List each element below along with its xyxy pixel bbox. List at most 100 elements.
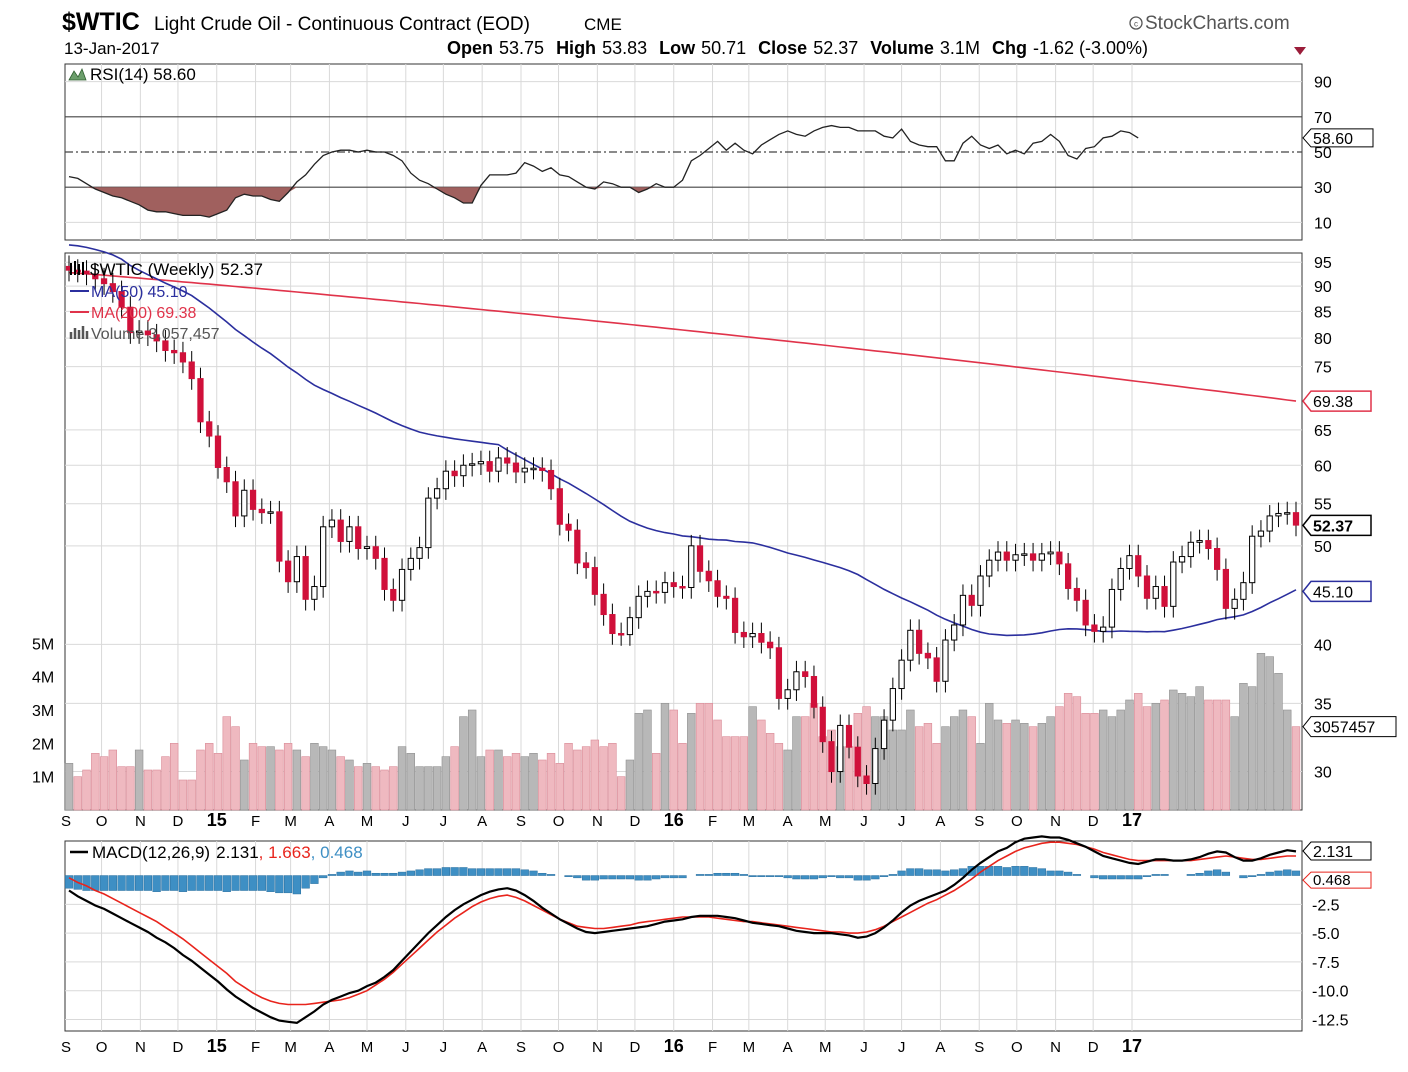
volume-bar [441, 756, 451, 811]
macd-legend-sep: , [259, 843, 268, 862]
volume-bar [923, 723, 933, 811]
ma200-badge [1302, 390, 1372, 412]
macd-histogram-bar [1011, 866, 1020, 876]
ma200-legend-value: 69.38 [156, 305, 196, 322]
macd-histogram-bar [660, 875, 670, 879]
x-axis-label-top: F [708, 813, 717, 830]
volume-bar [178, 779, 188, 811]
macd-line [68, 835, 1297, 1025]
volume-bar [1256, 653, 1266, 811]
volume-bar [1212, 699, 1222, 811]
volume-bar [1063, 693, 1073, 811]
x-axis-label-bottom: M [284, 1039, 297, 1056]
macd-tick-label: -5.0 [1312, 926, 1340, 943]
candle-body [802, 671, 809, 677]
volume-bar [792, 716, 801, 811]
candle-body [994, 551, 1002, 561]
candle-body [1056, 551, 1063, 565]
x-axis-label-bottom: S [61, 1039, 71, 1056]
macd-histogram-bar [82, 875, 91, 891]
close-label: Close [758, 38, 807, 58]
macd-histogram-bar [1291, 870, 1301, 876]
macd-legend-text: MACD(12,26,9) 2.131, 1.663, 0.468 [92, 843, 363, 862]
macd-histogram-bar [1063, 871, 1073, 876]
x-axis-label-top: A [477, 813, 487, 830]
volume-bar [318, 746, 328, 811]
macd-histogram-bar [669, 875, 678, 879]
volume-bar [1002, 723, 1011, 811]
macd-histogram-bar [1195, 872, 1204, 876]
x-axis-label-bottom: 16 [664, 1036, 684, 1056]
macd-legend-value: 2.131 [216, 843, 259, 862]
macd-histogram-bar [748, 875, 757, 877]
brand-name: StockCharts.com [1145, 13, 1290, 34]
candle-body [740, 631, 747, 638]
candle-body [162, 340, 169, 351]
candle-body [276, 511, 283, 562]
candle-body [214, 435, 222, 468]
candle-body [1047, 551, 1054, 555]
volume-bar [958, 709, 968, 811]
x-axis-label-top: F [251, 813, 260, 830]
macd-histogram-bar [766, 875, 775, 877]
price-tick-label: 90 [1314, 279, 1332, 296]
macd-histogram-bar [617, 875, 626, 880]
candle-body [556, 488, 563, 525]
candle-body [977, 575, 984, 606]
x-axis-label-bottom: J [860, 1039, 868, 1056]
volume-bar [1142, 706, 1152, 811]
macd-histogram-bar [1055, 870, 1064, 876]
x-axis-label-bottom: A [783, 1039, 793, 1056]
candle-body [916, 629, 923, 654]
volume-bar [397, 746, 407, 811]
macd-histogram-bar [503, 868, 512, 876]
candle-body [933, 657, 940, 682]
x-axis-label-bottom: O [1011, 1039, 1023, 1056]
quote-date: 13-Jan-2017 [64, 39, 159, 58]
volume-bar [590, 739, 600, 811]
candle-body [1003, 551, 1010, 561]
volume-bar [1020, 723, 1029, 811]
volume-bar [573, 749, 582, 811]
macd-histogram-bar [397, 871, 407, 876]
volume-legend-value: 3,057,457 [148, 326, 219, 343]
macd-histogram-bar [538, 872, 547, 876]
macd-histogram-bar [783, 875, 792, 879]
macd-histogram-bar [730, 872, 740, 876]
candle-body [880, 719, 888, 750]
volume-bars [64, 653, 1301, 811]
macd-histogram-bar [862, 875, 871, 881]
macd-histogram-bar [529, 870, 538, 876]
volume-bar [222, 716, 231, 811]
volume-bar [520, 756, 529, 811]
candle-body [618, 633, 625, 636]
volume-bar [1081, 713, 1090, 811]
price-tick-label: 35 [1314, 696, 1332, 713]
volume-tick-label: 4M [32, 670, 54, 687]
macd-histogram-bar [853, 875, 862, 881]
macd-histogram-bar [99, 875, 109, 891]
volume-bar [1265, 656, 1274, 811]
volume-bar [1177, 693, 1187, 811]
candle-body [1178, 556, 1186, 563]
macd-histogram-bar [1125, 875, 1134, 880]
volume-bar [91, 753, 100, 811]
candle-body [206, 421, 213, 437]
volume-bar [292, 749, 302, 811]
candle-body [1213, 547, 1221, 570]
candle-body [609, 614, 616, 635]
chg-value: -1.62 (-3.00%) [1033, 38, 1148, 58]
candle-body [889, 688, 896, 721]
candle-body [1064, 563, 1072, 589]
volume-bar [327, 749, 337, 811]
candle-body [688, 545, 695, 589]
candle-body [1161, 586, 1168, 607]
volume-tick-label: 3M [32, 703, 54, 720]
volume-bar [774, 743, 784, 811]
macd-histogram-bar [450, 867, 459, 876]
candle-body [153, 334, 160, 342]
x-axis-label-bottom: J [440, 1039, 448, 1056]
candle-body [898, 659, 905, 690]
candle-body [854, 746, 861, 777]
candle-body [749, 633, 756, 638]
